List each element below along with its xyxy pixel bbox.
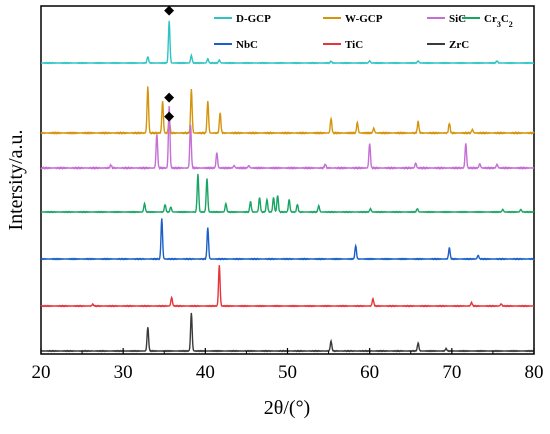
series-line-tic	[40, 265, 535, 308]
x-tick-label: 60	[360, 362, 379, 383]
series-line-w-gcp	[40, 86, 535, 135]
legend-label-d-gcp: D-GCP	[236, 13, 271, 25]
legend-label-cr3c2: Cr3C2	[484, 13, 513, 29]
x-axis-label: 2θ/(°)	[264, 397, 310, 419]
x-tick-label: 70	[442, 362, 461, 383]
legend-label-zrc: ZrC	[449, 39, 469, 51]
series-line-zrc	[40, 312, 535, 353]
legend-label-nbc: NbC	[236, 39, 258, 51]
x-tick-label: 30	[114, 362, 133, 383]
x-tick-label: 80	[525, 362, 544, 383]
x-tick-label: 20	[32, 362, 51, 383]
x-tick-label: 40	[196, 362, 215, 383]
series-layer	[40, 20, 535, 353]
diamond-marker-sic: ◆	[164, 109, 174, 124]
series-line-cr3c2	[40, 173, 535, 214]
diamond-marker-w-gcp: ◆	[164, 90, 174, 105]
series-line-nbc	[40, 218, 535, 261]
legend-label-tic: TiC	[345, 39, 363, 51]
y-axis-label: Intersity/a.u.	[5, 129, 27, 230]
diamond-marker-d-gcp: ◆	[164, 3, 174, 18]
series-line-d-gcp	[40, 20, 535, 65]
legend-label-sic: SiC	[449, 13, 466, 25]
series-line-sic	[40, 106, 535, 171]
annotation-layer: ◆ ◆ ◆	[164, 3, 174, 124]
x-axis-ticks: 20 30 40 50 60 70 80	[32, 348, 544, 383]
plot-frame	[40, 5, 535, 355]
legend: D-GCP W-GCP SiC Cr3C2 NbC TiC ZrC	[214, 13, 513, 51]
legend-label-w-gcp: W-GCP	[345, 13, 383, 25]
x-tick-label: 50	[278, 362, 297, 383]
